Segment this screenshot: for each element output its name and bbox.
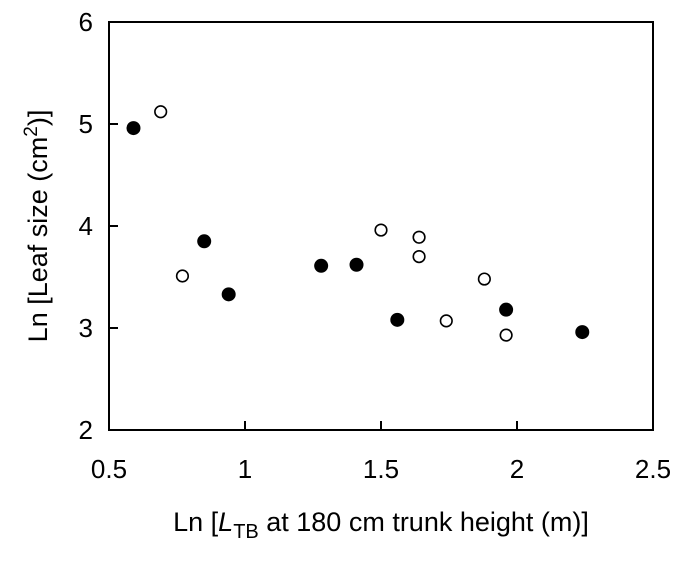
open-data-point bbox=[154, 105, 168, 119]
y-axis-title-superscript: 2 bbox=[21, 126, 42, 137]
x-tick-label: 2 bbox=[510, 454, 524, 484]
y-axis-title-prefix: Ln [Leaf size (cm bbox=[23, 137, 53, 343]
open-data-point bbox=[477, 272, 491, 286]
filled-data-point bbox=[390, 312, 405, 327]
y-tick-label: 2 bbox=[79, 415, 93, 445]
x-axis-title-variable: L bbox=[218, 507, 233, 537]
x-axis-title-subscript: TB bbox=[233, 521, 259, 543]
filled-data-point bbox=[197, 234, 212, 249]
x-tick-label: 2.5 bbox=[635, 454, 671, 484]
x-tick-label: 0.5 bbox=[91, 454, 127, 484]
y-axis-title: Ln [Leaf size (cm2)] bbox=[21, 110, 53, 343]
x-tick-label: 1 bbox=[238, 454, 252, 484]
y-tick-label: 4 bbox=[79, 211, 93, 241]
filled-data-point bbox=[575, 325, 590, 340]
x-axis-tick-labels: 0.5 1 1.5 2 2.5 bbox=[91, 454, 671, 484]
filled-data-point bbox=[499, 302, 514, 317]
data-points bbox=[126, 105, 590, 342]
x-axis-title-suffix: at 180 cm trunk height (m)] bbox=[259, 507, 589, 537]
y-axis-title-suffix: )] bbox=[23, 110, 53, 127]
y-tick-label: 6 bbox=[79, 7, 93, 37]
x-axis-title: Ln [LTB at 180 cm trunk height (m)] bbox=[173, 507, 589, 543]
open-data-point bbox=[412, 250, 426, 264]
filled-data-point bbox=[221, 287, 236, 302]
filled-data-point bbox=[314, 258, 329, 273]
y-tick-label: 5 bbox=[79, 109, 93, 139]
y-axis-ticks bbox=[109, 21, 118, 431]
x-tick-label: 1.5 bbox=[363, 454, 399, 484]
open-data-point bbox=[439, 314, 453, 328]
open-data-point bbox=[499, 328, 513, 342]
y-axis-tick-labels: 2 3 4 5 6 bbox=[79, 7, 93, 445]
open-data-point bbox=[175, 269, 190, 283]
x-axis-title-prefix: Ln [ bbox=[173, 507, 219, 537]
x-axis-ticks bbox=[108, 421, 654, 430]
filled-data-point bbox=[126, 121, 141, 136]
open-data-point bbox=[412, 230, 426, 244]
filled-data-point bbox=[349, 257, 364, 272]
y-tick-label: 3 bbox=[79, 313, 93, 343]
open-data-point bbox=[374, 223, 388, 237]
